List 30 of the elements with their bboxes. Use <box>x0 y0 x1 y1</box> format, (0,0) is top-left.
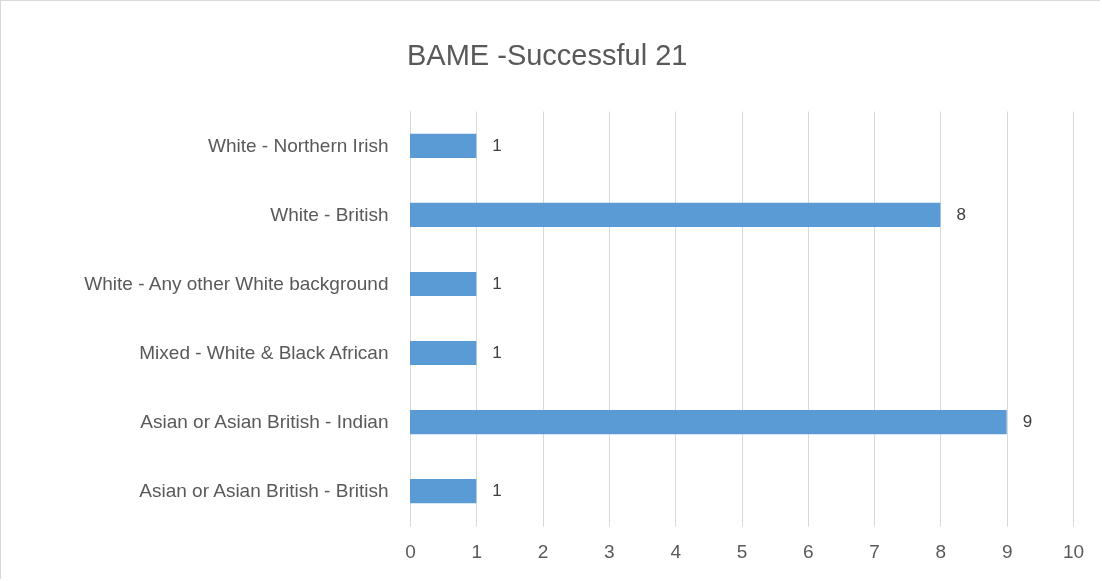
bar <box>410 340 477 366</box>
bar <box>410 202 941 228</box>
bar <box>410 271 477 297</box>
x-tick-label: 3 <box>604 540 615 562</box>
y-tick-label: White - Any other White background <box>84 272 389 294</box>
x-tick-label: 9 <box>1001 540 1013 562</box>
x-tick-label: 5 <box>736 540 748 562</box>
x-tick-label: 6 <box>803 540 814 562</box>
data-label: 1 <box>492 343 502 363</box>
x-tick-label: 10 <box>1062 540 1085 562</box>
y-tick-label: White - British <box>270 203 389 225</box>
data-label: 8 <box>956 204 966 224</box>
data-label: 1 <box>492 481 502 501</box>
x-tick-label: 4 <box>670 540 682 562</box>
x-tick-label: 0 <box>405 540 416 562</box>
y-tick-label: White - Northern Irish <box>207 134 389 156</box>
bar <box>410 479 477 504</box>
bar <box>410 409 1007 435</box>
data-label: 9 <box>1022 412 1033 432</box>
data-label: 1 <box>492 135 502 155</box>
data-label: 1 <box>492 273 502 293</box>
x-tick-label: 1 <box>471 540 483 562</box>
chart-title: BAME -Successful 21 <box>407 39 688 71</box>
x-tick-label: 8 <box>935 540 947 562</box>
y-tick-label: Asian or Asian British - British <box>139 480 389 502</box>
y-tick-label: Asian or Asian British - Indian <box>140 411 389 433</box>
x-tick-label: 7 <box>869 540 880 562</box>
x-tick-label: 2 <box>537 540 549 562</box>
bar <box>410 133 477 158</box>
y-tick-label: Mixed - White & Black African <box>139 342 389 364</box>
